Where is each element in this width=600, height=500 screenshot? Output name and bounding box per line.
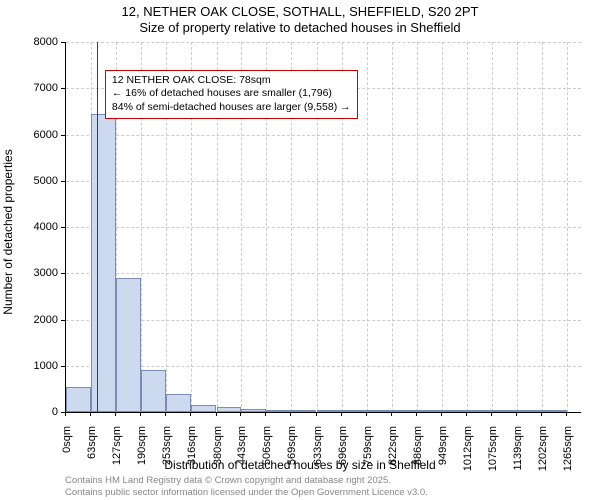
y-tick-mark <box>61 227 65 228</box>
grid-line-vertical <box>417 42 418 412</box>
x-tick-mark <box>441 412 442 416</box>
footer-line-1: Contains HM Land Registry data © Crown c… <box>65 475 428 486</box>
y-tick-mark <box>61 135 65 136</box>
x-tick-mark <box>115 412 116 416</box>
histogram-bar <box>417 410 442 412</box>
histogram-bar <box>241 409 266 412</box>
y-tick-label: 2000 <box>18 314 58 326</box>
grid-line-horizontal <box>66 42 581 43</box>
histogram-bar <box>141 370 166 412</box>
y-tick-label: 0 <box>18 406 58 418</box>
chart-title-main: 12, NETHER OAK CLOSE, SOTHALL, SHEFFIELD… <box>0 4 600 19</box>
grid-line-vertical <box>467 42 468 412</box>
y-tick-mark <box>61 88 65 89</box>
x-tick-mark <box>366 412 367 416</box>
y-tick-label: 5000 <box>18 175 58 187</box>
x-tick-mark <box>391 412 392 416</box>
grid-line-vertical <box>542 42 543 412</box>
grid-line-horizontal <box>66 320 581 321</box>
x-tick-mark <box>516 412 517 416</box>
histogram-bar <box>467 410 492 412</box>
histogram-bar <box>191 405 216 412</box>
y-tick-label: 4000 <box>18 221 58 233</box>
chart-container: 12, NETHER OAK CLOSE, SOTHALL, SHEFFIELD… <box>0 0 600 500</box>
x-tick-mark <box>165 412 166 416</box>
x-tick-mark <box>216 412 217 416</box>
x-tick-mark <box>341 412 342 416</box>
y-tick-label: 6000 <box>18 129 58 141</box>
x-tick-mark <box>90 412 91 416</box>
annotation-line-3: 84% of semi-detached houses are larger (… <box>112 101 351 115</box>
x-tick-mark <box>140 412 141 416</box>
grid-line-vertical <box>392 42 393 412</box>
annotation-line-2: ← 16% of detached houses are smaller (1,… <box>112 87 351 101</box>
y-tick-mark <box>61 320 65 321</box>
grid-line-horizontal <box>66 227 581 228</box>
grid-line-horizontal <box>66 366 581 367</box>
histogram-bar <box>367 410 392 412</box>
histogram-bar <box>542 410 567 412</box>
footer-line-2: Contains public sector information licen… <box>65 487 428 498</box>
grid-line-vertical <box>367 42 368 412</box>
x-tick-mark <box>466 412 467 416</box>
marker-line <box>97 42 99 412</box>
grid-line-horizontal <box>66 273 581 274</box>
grid-line-vertical <box>517 42 518 412</box>
grid-line-vertical <box>492 42 493 412</box>
grid-line-horizontal <box>66 181 581 182</box>
histogram-bar <box>166 394 191 413</box>
x-axis-label: Distribution of detached houses by size … <box>0 458 600 472</box>
histogram-bar <box>342 410 367 412</box>
footer-attribution: Contains HM Land Registry data © Crown c… <box>65 475 428 498</box>
x-tick-mark <box>491 412 492 416</box>
y-axis-label: Number of detached properties <box>1 67 15 232</box>
y-tick-label: 8000 <box>18 36 58 48</box>
histogram-bar <box>317 410 342 412</box>
histogram-bar <box>442 410 467 412</box>
y-tick-mark <box>61 42 65 43</box>
x-tick-mark <box>265 412 266 416</box>
histogram-bar <box>291 410 316 412</box>
plot-area: 12 NETHER OAK CLOSE: 78sqm← 16% of detac… <box>65 42 581 413</box>
grid-line-horizontal <box>66 135 581 136</box>
histogram-bar <box>492 410 517 412</box>
histogram-bar <box>217 407 242 412</box>
histogram-bar <box>91 114 116 412</box>
x-tick-mark <box>316 412 317 416</box>
x-tick-mark <box>541 412 542 416</box>
histogram-bar <box>116 278 141 412</box>
x-tick-mark <box>240 412 241 416</box>
x-tick-mark <box>190 412 191 416</box>
annotation-box: 12 NETHER OAK CLOSE: 78sqm← 16% of detac… <box>105 70 358 119</box>
x-tick-mark <box>416 412 417 416</box>
x-tick-mark <box>290 412 291 416</box>
y-tick-mark <box>61 366 65 367</box>
x-tick-mark <box>65 412 66 416</box>
y-tick-label: 3000 <box>18 267 58 279</box>
histogram-bar <box>266 410 291 412</box>
histogram-bar <box>66 387 91 412</box>
x-tick-mark <box>566 412 567 416</box>
annotation-line-1: 12 NETHER OAK CLOSE: 78sqm <box>112 74 351 88</box>
y-tick-label: 1000 <box>18 360 58 372</box>
histogram-bar <box>392 410 417 412</box>
grid-line-vertical <box>442 42 443 412</box>
y-tick-mark <box>61 181 65 182</box>
grid-line-vertical <box>567 42 568 412</box>
y-tick-mark <box>61 273 65 274</box>
chart-title-sub: Size of property relative to detached ho… <box>0 20 600 35</box>
y-tick-label: 7000 <box>18 82 58 94</box>
histogram-bar <box>517 410 542 412</box>
